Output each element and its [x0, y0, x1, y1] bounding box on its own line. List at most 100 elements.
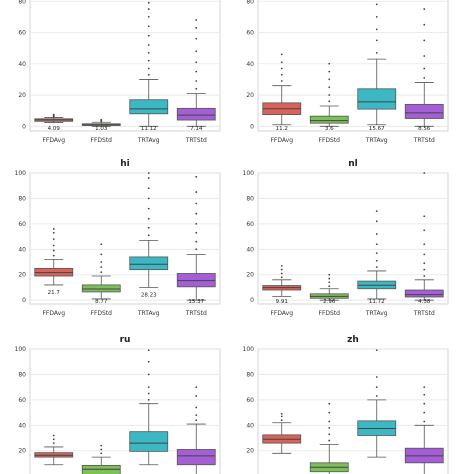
outlier-point: [423, 55, 426, 57]
outlier-point: [100, 452, 103, 455]
outlier-point: [375, 266, 378, 269]
outlier-point: [147, 1, 150, 4]
outlier-point: [328, 273, 331, 276]
outlier-point: [100, 261, 103, 263]
outlier-point: [100, 243, 103, 246]
outlier-point: [328, 439, 331, 442]
y-tick-label: 100: [15, 170, 27, 177]
outlier-point: [423, 67, 426, 70]
outlier-point: [328, 285, 331, 288]
outlier-point: [280, 276, 283, 279]
median-value-label: 4.09: [48, 126, 61, 132]
outlier-point: [52, 438, 55, 441]
outlier-point: [195, 414, 198, 417]
y-tick-label: 60: [246, 30, 254, 37]
outlier-point: [423, 402, 426, 405]
outlier-point: [147, 8, 150, 10]
outlier-point: [147, 373, 150, 376]
outlier-point: [195, 175, 198, 178]
y-tick-label: 80: [18, 371, 26, 378]
median-value-label: 28.23: [141, 292, 157, 298]
outlier-point: [375, 3, 378, 6]
outlier-point: [195, 202, 198, 205]
x-tick-label: FFDStd: [319, 137, 341, 144]
outlier-point: [375, 210, 378, 213]
outlier-point: [423, 393, 426, 396]
outlier-point: [280, 80, 283, 82]
y-tick-label: 20: [246, 448, 254, 455]
y-tick-label: 80: [246, 371, 254, 378]
x-tick-label: TRTAvg: [365, 137, 388, 144]
outlier-point: [100, 266, 103, 269]
outlier-point: [147, 172, 150, 174]
outlier-point: [328, 277, 331, 280]
y-tick-label: 0: [250, 297, 254, 304]
outlier-point: [280, 53, 283, 56]
outlier-point: [195, 212, 198, 215]
outlier-point: [195, 419, 198, 422]
outlier-point: [328, 420, 331, 423]
x-tick-label: FFDAvg: [42, 137, 65, 144]
x-tick-label: TRTStd: [413, 310, 435, 317]
outlier-point: [328, 94, 331, 96]
outlier-point: [195, 222, 198, 225]
outlier-point: [147, 207, 150, 210]
box-FFDStd: [309, 115, 349, 124]
outlier-point: [423, 229, 426, 232]
outlier-point: [280, 419, 283, 422]
median-value-label: 11.12: [141, 126, 157, 132]
y-tick-label: 20: [246, 92, 254, 99]
y-tick-label: 60: [18, 397, 26, 404]
y-tick-label: 80: [246, 195, 254, 202]
outlier-point: [52, 113, 55, 116]
panel-title: hi: [120, 159, 130, 169]
panel-ru: 20406080100ruFFDAvgFFDStdTRTAvgTRTStd: [15, 335, 221, 474]
x-tick-label: TRTAvg: [137, 310, 160, 317]
outlier-point: [423, 275, 426, 277]
outlier-point: [375, 233, 378, 235]
box-TRTStd: [176, 107, 216, 121]
x-tick-label: TRTAvg: [137, 137, 160, 144]
box-TRTStd: [404, 289, 444, 298]
y-tick-label: 40: [246, 61, 254, 68]
outlier-point: [423, 262, 426, 265]
y-tick-label: 40: [246, 246, 254, 253]
y-tick-label: 20: [246, 272, 254, 279]
box-TRTAvg: [357, 88, 397, 110]
outlier-point: [375, 395, 378, 397]
outlier-point: [147, 386, 150, 389]
outlier-point: [52, 228, 55, 230]
y-tick-label: 80: [246, 0, 254, 5]
outlier-point: [328, 281, 331, 284]
box-TRTAvg: [129, 99, 169, 115]
plot-frame: [257, 172, 449, 305]
outlier-point: [147, 25, 150, 28]
panel-row1-1: 0 20 40 60 80 FFDAvg 11.2 FFDStd 3.6 TRTAvg 15.67 T…: [246, 0, 449, 144]
y-tick-label: 100: [15, 346, 27, 353]
outlier-point: [100, 448, 103, 451]
outlier-point: [195, 37, 198, 40]
outlier-point: [147, 59, 150, 62]
box-TRTAvg: [129, 431, 169, 452]
x-tick-label: TRTAvg: [365, 310, 388, 317]
outlier-point: [280, 67, 283, 70]
panel-nl: 0 20 40 60 80 100 nl FFDAvg 9.91 FFDStd 2.96 TRTAvg…: [243, 159, 449, 317]
y-tick-label: 40: [18, 246, 26, 253]
y-tick-label: 0: [250, 123, 254, 130]
y-tick-label: 80: [18, 195, 26, 202]
x-tick-label: TRTStd: [185, 310, 207, 317]
outlier-point: [328, 402, 331, 405]
outlier-point: [195, 19, 198, 21]
outlier-point: [147, 360, 150, 363]
median-value-label: 11.2: [276, 126, 288, 132]
outlier-point: [423, 39, 426, 42]
outlier-point: [147, 187, 150, 190]
outlier-point: [147, 392, 150, 395]
panel-title: ru: [120, 335, 131, 345]
y-tick-label: 40: [246, 422, 254, 429]
y-tick-label: 60: [18, 30, 26, 37]
outlier-point: [423, 420, 426, 423]
outlier-point: [328, 62, 331, 65]
outlier-point: [423, 268, 426, 271]
outlier-point: [52, 254, 55, 257]
